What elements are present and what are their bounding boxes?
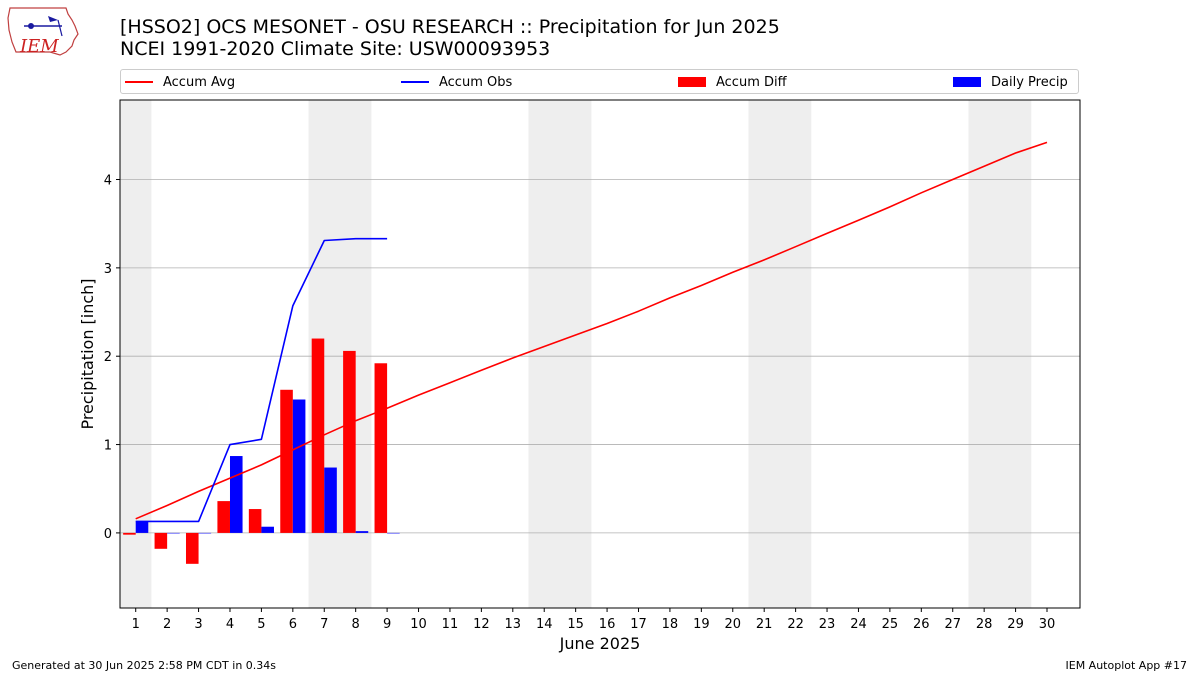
accum-diff-bar-day-4 <box>217 501 230 533</box>
y-tick-label-0: 0 <box>104 527 112 542</box>
legend-accum-diff-swatch <box>678 77 706 87</box>
chart-title-line2: NCEI 1991-2020 Climate Site: USW00093953 <box>120 38 551 60</box>
x-tick-label-16: 16 <box>599 617 616 632</box>
accum-diff-bar-day-9 <box>374 363 388 533</box>
daily-precip-bar-day-9 <box>387 532 400 534</box>
x-tick-label-25: 25 <box>882 617 899 632</box>
weekend-band-5 <box>968 100 1032 608</box>
x-tick-label-12: 12 <box>473 617 490 632</box>
x-tick-label-6: 6 <box>289 617 297 632</box>
daily-precip-bar-day-3 <box>198 532 212 534</box>
x-tick-label-21: 21 <box>756 617 773 632</box>
x-tick-label-5: 5 <box>257 617 265 632</box>
daily-precip-bar-day-5 <box>261 526 274 533</box>
accum-diff-bar-day-8 <box>343 350 356 533</box>
x-tick-label-9: 9 <box>383 617 391 632</box>
legend-daily-precip-label: Daily Precip <box>991 74 1068 90</box>
x-axis-label: June 2025 <box>559 634 641 653</box>
y-tick-label-3: 3 <box>104 262 112 277</box>
x-tick-label-1: 1 <box>132 617 140 632</box>
weekend-band-4 <box>748 100 812 608</box>
x-tick-label-3: 3 <box>194 617 202 632</box>
legend-daily-precip-swatch <box>953 77 981 87</box>
legend-accum-diff-label: Accum Diff <box>716 74 787 90</box>
footer-app: IEM Autoplot App #17 <box>1065 659 1188 672</box>
accum-diff-bar-day-5 <box>248 509 262 533</box>
iem-station-dot <box>28 23 34 29</box>
daily-precip-bar-day-7 <box>324 467 337 533</box>
x-tick-label-28: 28 <box>976 617 993 632</box>
x-tick-label-22: 22 <box>787 617 804 632</box>
x-tick-label-18: 18 <box>662 617 679 632</box>
x-tick-label-15: 15 <box>567 617 584 632</box>
x-axis-ticks: 1 2 3 4 5 6 7 8 9 10 11 12 13 14 15 16 17 18 19 20 21 22 23 24 2… <box>132 608 1056 632</box>
iem-logo: IEM <box>7 7 79 57</box>
legend-accum-diff: Accum Diff <box>678 73 787 91</box>
x-tick-label-13: 13 <box>505 617 522 632</box>
iem-logo-text: IEM <box>19 36 59 57</box>
legend-accum-avg: Accum Avg <box>125 73 235 91</box>
legend-daily-precip: Daily Precip <box>953 73 1068 91</box>
accum-diff-bar-day-6 <box>280 389 293 533</box>
legend-accum-obs-label: Accum Obs <box>439 74 513 90</box>
accum-avg-line <box>135 141 1048 520</box>
bar-marks <box>123 338 400 564</box>
accum-diff-bar-day-2 <box>154 532 168 549</box>
x-tick-label-8: 8 <box>352 617 360 632</box>
legend: Accum Avg Accum Obs Accum Diff Daily Pre… <box>120 69 1079 94</box>
x-tick-label-23: 23 <box>819 617 836 632</box>
x-tick-label-11: 11 <box>442 617 459 632</box>
line-marks <box>135 141 1048 523</box>
legend-accum-obs: Accum Obs <box>401 73 512 91</box>
legend-accum-avg-swatch <box>125 81 153 83</box>
accum-diff-bar-day-3 <box>185 532 199 564</box>
iem-iowa-map-icon <box>7 7 79 56</box>
x-tick-label-10: 10 <box>410 617 427 632</box>
chart-title-line1: [HSSO2] OCS MESONET - OSU RESEARCH :: Pr… <box>120 16 780 38</box>
y-tick-label-4: 4 <box>104 174 112 189</box>
y-tick-label-2: 2 <box>104 350 112 365</box>
y-tick-label-1: 1 <box>104 439 112 454</box>
x-tick-label-27: 27 <box>944 617 961 632</box>
y-axis-ticks: 0 1 2 3 4 <box>104 174 120 542</box>
daily-precip-bar-day-6 <box>292 399 306 533</box>
x-tick-label-17: 17 <box>630 617 647 632</box>
daily-precip-bar-day-1 <box>135 521 149 533</box>
daily-precip-bar-day-2 <box>167 532 180 534</box>
accum-diff-bar-day-1 <box>123 532 136 535</box>
x-tick-label-29: 29 <box>1007 617 1024 632</box>
daily-precip-bar-day-8 <box>355 531 369 533</box>
accum-obs-line <box>135 237 388 523</box>
y-axis-label: Precipitation [inch] <box>78 278 97 429</box>
x-tick-label-20: 20 <box>724 617 741 632</box>
weekend-bands <box>120 100 1032 608</box>
iem-pole <box>57 19 63 37</box>
x-tick-label-7: 7 <box>320 617 328 632</box>
x-tick-label-19: 19 <box>693 617 710 632</box>
x-tick-label-26: 26 <box>913 617 930 632</box>
footer-generated: Generated at 30 Jun 2025 2:58 PM CDT in … <box>12 659 277 672</box>
x-tick-label-24: 24 <box>850 617 867 632</box>
legend-accum-avg-label: Accum Avg <box>163 74 236 90</box>
iem-vane-icon <box>48 16 58 22</box>
legend-accum-obs-swatch <box>401 81 429 83</box>
daily-precip-bar-day-4 <box>229 456 243 533</box>
accum-diff-bar-day-7 <box>311 338 325 533</box>
x-tick-label-14: 14 <box>536 617 553 632</box>
plot-frame <box>119 99 1081 609</box>
weekend-band-3 <box>528 100 592 608</box>
y-gridlines <box>120 179 1080 534</box>
x-tick-label-4: 4 <box>226 617 234 632</box>
x-tick-label-2: 2 <box>163 617 171 632</box>
x-tick-label-30: 30 <box>1039 617 1056 632</box>
